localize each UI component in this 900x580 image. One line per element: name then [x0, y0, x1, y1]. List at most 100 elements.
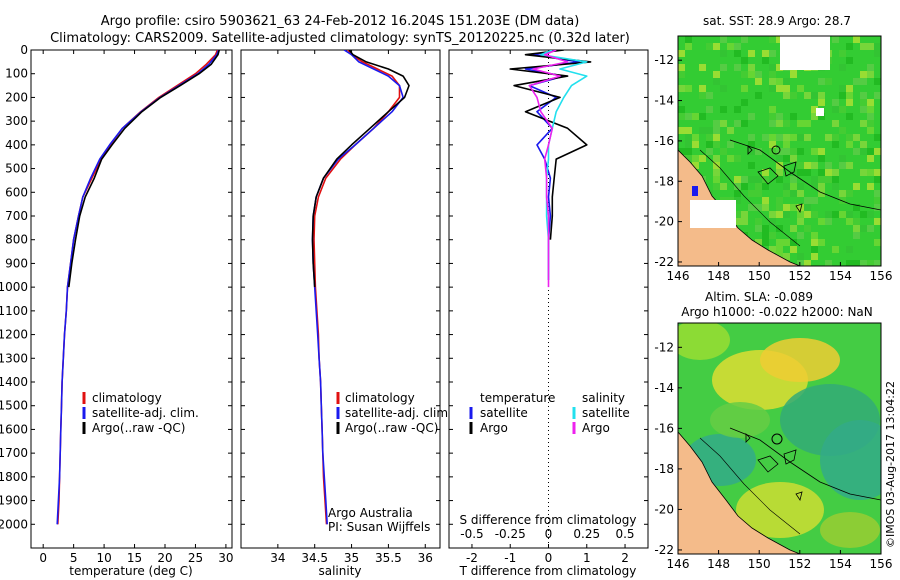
sst-cell [853, 232, 860, 239]
map-x-tick-label: 154 [829, 557, 852, 571]
sst-cell [720, 50, 727, 57]
salinity-panel: 34 34.5 35 35.5 36 salinity climatology sate… [240, 49, 452, 578]
sla-blob [678, 323, 730, 360]
sst-cell [769, 50, 776, 57]
sst-cell [825, 260, 832, 266]
sst-cell [776, 78, 783, 85]
sst-cell [755, 190, 762, 197]
sst-cell [846, 190, 853, 197]
sst-cell [685, 113, 692, 120]
sst-cell [818, 183, 825, 190]
sst-cell [790, 183, 797, 190]
sst-cell [860, 225, 867, 232]
sst-cell [825, 78, 832, 85]
legend-title-temperature: temperature [480, 391, 555, 405]
sst-cell [846, 260, 853, 266]
sla-map-coast-land [678, 431, 801, 554]
sst-cell [783, 155, 790, 162]
salinity-series [311, 50, 410, 525]
series-line-t-argo [509, 50, 592, 240]
map-y-tick-label: -22 [654, 255, 674, 269]
sla-map-title: Altim. SLA: -0.089 [705, 290, 813, 304]
sst-cell [748, 50, 755, 57]
sst-map-reef-outline [747, 145, 803, 213]
sla-map-subtitle: Argo h1000: -0.022 h2000: NaN [681, 305, 873, 319]
sst-cell [811, 92, 818, 99]
map-y-tick-label: -20 [654, 215, 674, 229]
sst-cell [832, 183, 839, 190]
sst-cell [692, 162, 699, 169]
sst-cell [790, 239, 797, 246]
sst-cell [853, 218, 860, 225]
x-tick-label: 1 [583, 551, 591, 565]
sst-cell [713, 71, 720, 78]
sst-cell [860, 169, 867, 176]
sst-cell [685, 148, 692, 155]
sst-cell [727, 155, 734, 162]
sst-cell [720, 106, 727, 113]
depth-tick-label: 300 [5, 114, 28, 128]
sst-cell [720, 64, 727, 71]
sst-cell [769, 78, 776, 85]
legend-label-argo: Argo(..raw -QC) [345, 421, 438, 435]
sst-cell [685, 43, 692, 50]
x-tick-label: 0 [39, 551, 47, 565]
sst-cell [783, 211, 790, 218]
map-x-tick-label: 150 [748, 557, 771, 571]
depth-tick-label: 100 [5, 67, 28, 81]
sst-cell [804, 260, 811, 266]
sst-cell [685, 85, 692, 92]
sla-map-reef-contour [699, 437, 801, 535]
sst-cell [867, 225, 874, 232]
sst-cell [755, 71, 762, 78]
sst-cell [699, 127, 706, 134]
sst-cell [853, 225, 860, 232]
sst-cell [699, 155, 706, 162]
sst-cell [839, 197, 846, 204]
sst-map-title: sat. SST: 28.9 Argo: 28.7 [703, 14, 851, 28]
x-tick-label: 10 [96, 551, 111, 565]
sst-cell [748, 204, 755, 211]
salinity-axis-ticks: 34 34.5 35 35.5 36 [270, 50, 433, 565]
sst-cell [804, 169, 811, 176]
sst-cell [776, 204, 783, 211]
sst-cell [846, 57, 853, 64]
sst-cell [797, 211, 804, 218]
depth-tick-label: 1100 [0, 304, 28, 318]
sst-cell [783, 204, 790, 211]
sst-cell [734, 197, 741, 204]
sst-cell [762, 176, 769, 183]
depth-tick-label: 1700 [0, 446, 28, 460]
sst-cell [769, 113, 776, 120]
sst-cell [867, 183, 874, 190]
map-y-tick-label: -14 [654, 381, 674, 395]
sst-cell [874, 239, 881, 246]
x-tick-label: 36 [418, 551, 433, 565]
sst-cell [790, 134, 797, 141]
sst-cell [685, 36, 692, 43]
sst-cell [860, 141, 867, 148]
sst-cell [776, 225, 783, 232]
sst-cell [748, 113, 755, 120]
legend-label-climatology: climatology [345, 391, 415, 405]
sst-cell [706, 92, 713, 99]
sla-map-frame [677, 322, 882, 555]
sst-cell [762, 134, 769, 141]
sst-cell [804, 92, 811, 99]
sst-cell [818, 190, 825, 197]
salinity-depth-ticks [241, 49, 440, 525]
sst-cell [790, 190, 797, 197]
sst-cell [776, 64, 783, 71]
sst-cell [776, 211, 783, 218]
sst-cell [832, 36, 839, 43]
sst-cell [818, 78, 825, 85]
sst-cell [832, 134, 839, 141]
sst-cell [769, 141, 776, 148]
sst-cell [818, 148, 825, 155]
header-line1: Argo profile: csiro 5903621_63 24-Feb-20… [101, 14, 580, 29]
sst-cell [804, 134, 811, 141]
sst-cell [797, 232, 804, 239]
sst-cell [860, 43, 867, 50]
sst-cell [860, 148, 867, 155]
sla-blob [820, 512, 880, 548]
